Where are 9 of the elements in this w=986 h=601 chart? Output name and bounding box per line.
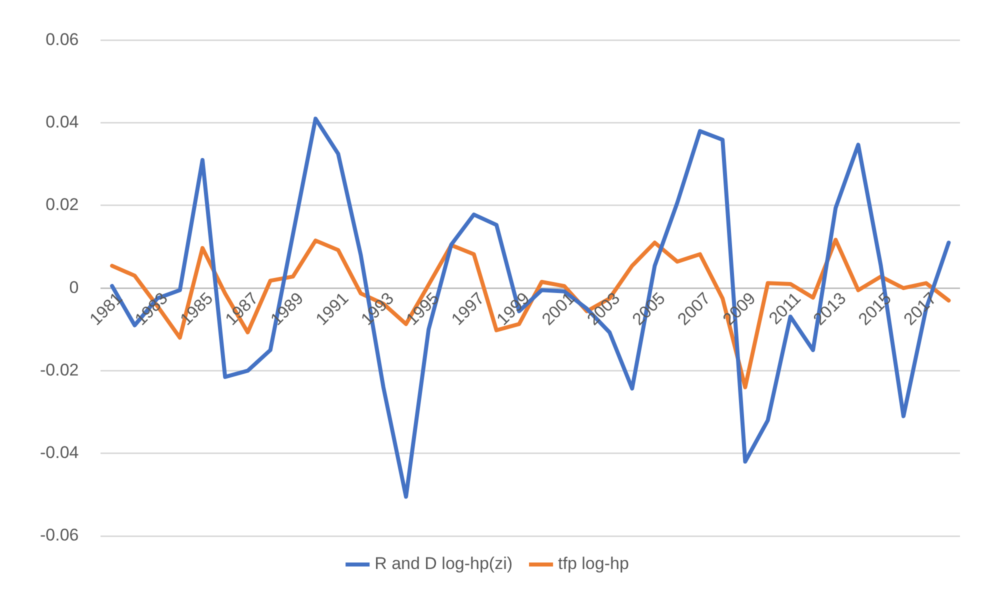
y-tick-label: 0.02 (46, 195, 79, 214)
y-tick-label: 0.04 (46, 112, 79, 132)
legend-label: tfp log-hp (558, 554, 629, 574)
y-tick-label: 0.06 (46, 30, 79, 49)
y-tick-label: 0 (69, 278, 79, 297)
y-tick-label: -0.06 (40, 526, 79, 545)
legend-label: R and D log-hp(zi) (374, 554, 513, 574)
y-tick-label: -0.02 (40, 360, 79, 380)
y-tick-label: -0.04 (40, 443, 79, 462)
